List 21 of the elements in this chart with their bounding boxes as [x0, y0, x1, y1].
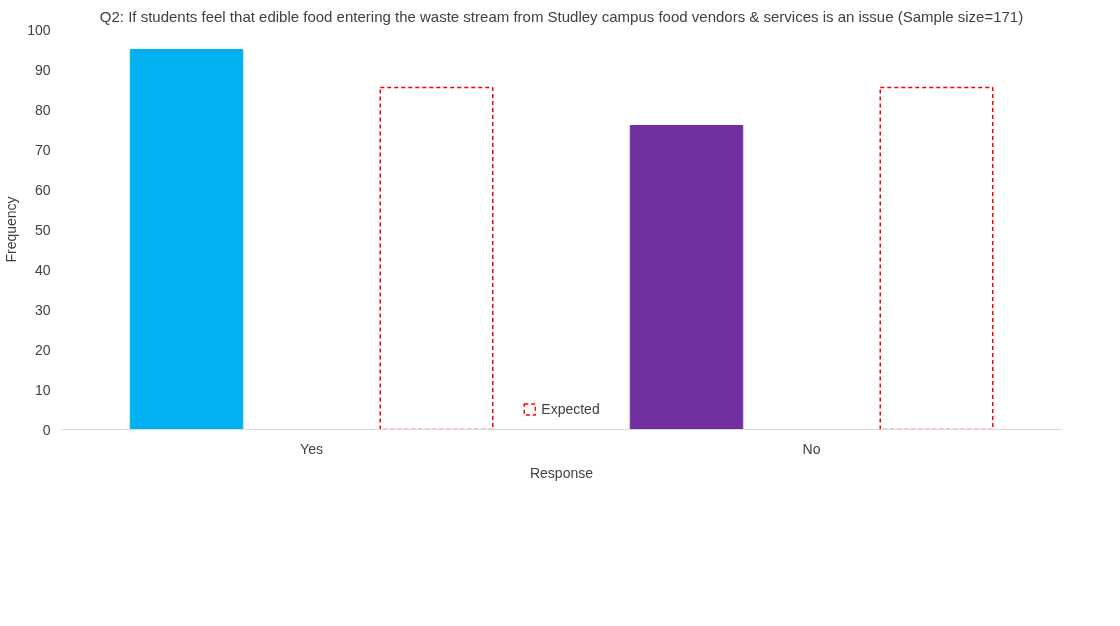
y-tick-label: 40 [34, 261, 51, 278]
bar [129, 49, 244, 430]
y-tick-label: 60 [34, 181, 51, 198]
legend-label: Expected [541, 401, 600, 417]
x-tick-label: No [802, 440, 821, 457]
x-axis-title: Response [529, 464, 594, 481]
y-tick-label: 70 [34, 141, 51, 158]
y-tick-label: 100 [27, 21, 51, 38]
y-tick-label: 0 [42, 421, 51, 438]
chart-title: Q2: If students feel that edible food entering the waste stream from Studley campus food vendors & services is an issue (Sample size=171) [99, 7, 1024, 25]
bar [379, 86, 494, 430]
x-tick-label: Yes [300, 440, 323, 457]
bar [879, 86, 994, 430]
y-tick-label: 50 [34, 221, 51, 238]
y-tick-label: 80 [34, 101, 51, 118]
y-axis-title: Frequency [3, 196, 20, 263]
y-tick-label: 30 [34, 301, 51, 318]
y-tick-label: 90 [34, 61, 51, 78]
y-tick-label: 10 [34, 381, 51, 398]
bar [629, 125, 744, 430]
y-tick-label: 20 [34, 341, 51, 358]
